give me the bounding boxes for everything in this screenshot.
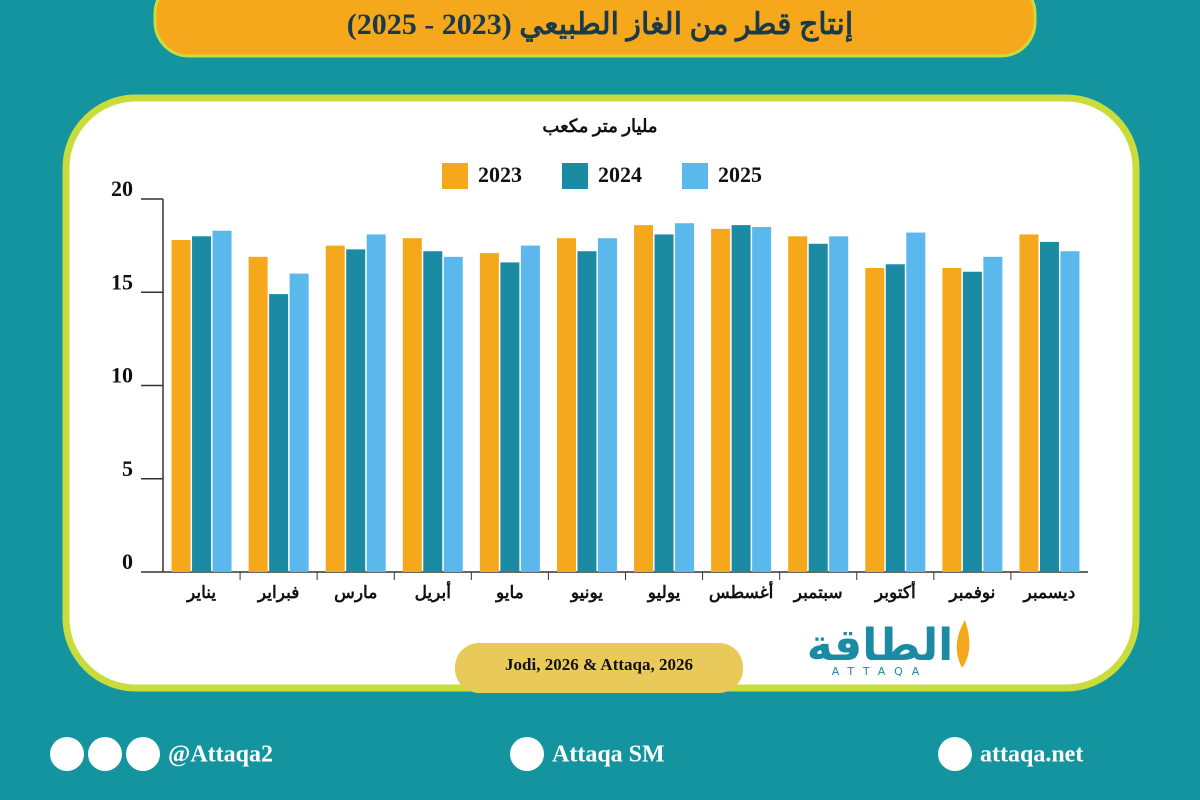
bar	[346, 249, 366, 573]
x-tick-label: يوليو	[646, 583, 681, 603]
y-tick-label: 0	[122, 549, 133, 574]
social-handle[interactable]: @Attaqa2	[168, 742, 273, 768]
bar	[423, 251, 443, 572]
source: Jodi, 2026 & Attaqa, 2026	[505, 655, 693, 674]
x-tick-label: مارس	[334, 583, 377, 603]
legend: 2023 2024 2025	[442, 162, 762, 189]
bar	[962, 271, 982, 572]
bar	[500, 262, 520, 572]
x-tick-label: يناير	[185, 583, 216, 603]
legend-swatch	[682, 163, 708, 189]
bar	[906, 232, 926, 572]
instagram-icon[interactable]	[88, 737, 122, 771]
bar	[597, 238, 617, 573]
bar	[212, 230, 232, 572]
bar	[752, 226, 772, 572]
legend-label: 2023	[478, 162, 522, 187]
logo-drop	[956, 620, 970, 668]
bar	[556, 238, 576, 573]
x-tick-label: فبراير	[256, 583, 299, 603]
y-tick-label: 5	[122, 456, 133, 481]
y-tick-label: 15	[111, 269, 133, 294]
bar	[865, 268, 885, 572]
bar	[192, 236, 212, 573]
x-tick-label: سبتمبر	[792, 583, 843, 603]
youtube-handle[interactable]: Attaqa SM	[552, 742, 665, 768]
facebook-icon[interactable]	[126, 737, 160, 771]
bar	[479, 253, 499, 572]
web-icon[interactable]	[938, 737, 972, 771]
legend-swatch	[442, 163, 468, 189]
legend-label: 2024	[598, 162, 642, 187]
logo: الطاقة	[807, 620, 953, 671]
bar	[634, 225, 654, 573]
bar	[577, 251, 597, 572]
bar	[654, 234, 674, 572]
website[interactable]: attaqa.net	[980, 742, 1083, 768]
x-tick-label: ديسمبر	[1022, 583, 1076, 603]
bar	[443, 256, 463, 572]
bar	[325, 245, 345, 572]
x-tick-label: يونيو	[569, 583, 603, 603]
bar	[520, 245, 540, 572]
y-tick-label: 20	[111, 176, 133, 201]
title-banner	[153, 0, 1037, 58]
x-tick-label: مايو	[494, 583, 524, 603]
source-box	[455, 643, 743, 693]
bar	[808, 243, 828, 572]
bar	[248, 256, 268, 572]
bar	[1019, 234, 1039, 572]
bar	[269, 294, 289, 572]
bar	[942, 268, 962, 572]
bar	[1060, 251, 1080, 572]
chart-title: إنتاج قطر من الغاز الطبيعي (2023 - 2025)	[347, 8, 853, 43]
bar	[402, 238, 422, 573]
bar	[675, 223, 695, 572]
unit-label: مليار متر مكعب	[542, 116, 657, 137]
bar	[711, 228, 731, 572]
bar	[1039, 241, 1059, 572]
bar	[366, 234, 386, 572]
y-tick-label: 10	[111, 363, 133, 388]
x-tick-label: أكتوبر	[873, 580, 916, 603]
bar	[983, 256, 1003, 572]
plot-area: 0 5 10 15 20 يناير فبراير مارس أبريل مايو يونيو يول…	[111, 176, 1088, 603]
bar	[289, 273, 309, 572]
x-tick-label: أغسطس	[709, 580, 774, 603]
legend-swatch	[562, 163, 588, 189]
logo-subtext: ATTAQA	[832, 665, 929, 678]
x-tick-label: نوفمبر	[947, 583, 995, 603]
x-tick-label: أبريل	[415, 580, 452, 603]
bar	[171, 240, 191, 572]
legend-label: 2025	[718, 162, 762, 187]
x-icon[interactable]	[50, 737, 84, 771]
bar	[731, 225, 751, 573]
bar	[829, 236, 849, 573]
bar	[885, 264, 905, 572]
bar	[788, 236, 808, 573]
youtube-icon[interactable]	[510, 737, 544, 771]
